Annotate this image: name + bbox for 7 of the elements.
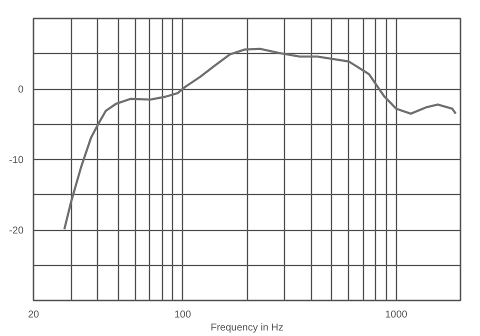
y-tick-label: 0: [18, 84, 24, 96]
x-axis-title: Frequency in Hz: [210, 322, 284, 334]
y-tick-label: -20: [9, 226, 24, 236]
x-tick-label: 100: [174, 310, 192, 320]
y-tick-label: -10: [9, 155, 24, 166]
x-tick-label: 20: [28, 310, 40, 320]
x-tick-label: 1000: [385, 310, 408, 320]
